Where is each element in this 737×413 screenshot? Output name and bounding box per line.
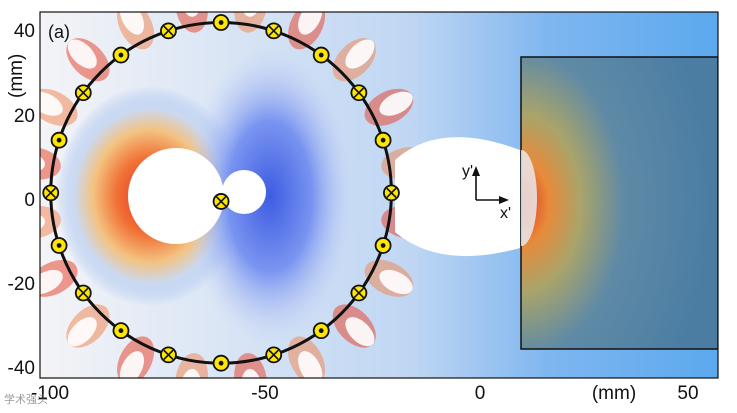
field-lobe-null [119, 351, 145, 378]
current-out-marker [312, 322, 330, 340]
current-in-marker [160, 22, 177, 40]
current-in-marker [74, 284, 92, 302]
current-out-marker [112, 46, 130, 64]
current-out-marker [374, 131, 392, 149]
field-lobe-null [40, 269, 63, 295]
x-unit-label: (mm) [592, 383, 636, 404]
y-tick-label: 20 [14, 106, 35, 127]
interior-null-small [222, 170, 266, 214]
current-in-marker [350, 84, 368, 102]
current-in-marker [265, 346, 283, 364]
field-lobe [40, 147, 61, 180]
interior-cold-region [185, 46, 355, 346]
current-in-marker [212, 193, 230, 210]
current-out-marker [50, 131, 68, 149]
field-lobe-null [379, 269, 413, 295]
field-lobe [234, 12, 267, 33]
field-lobe-null [345, 39, 375, 69]
field-lobe-null [298, 351, 323, 378]
local-axes: y' x' [462, 163, 511, 222]
field-lobe-null [40, 91, 63, 116]
field-lobe-null [67, 39, 97, 69]
local-x-label: x' [500, 205, 511, 222]
y-tick-label: 40 [14, 21, 35, 42]
field-lobe-null [379, 91, 413, 116]
interior-null-left [128, 148, 224, 244]
field-lobe [234, 353, 267, 378]
field-lobe [175, 353, 208, 378]
field-lobe [40, 205, 61, 239]
plot-frame [39, 11, 719, 379]
current-out-marker [212, 354, 230, 372]
x-axis: -100 -50 0 50 (mm) [31, 383, 699, 404]
y-unit-label: (mm) [6, 54, 27, 98]
current-out-marker [312, 46, 330, 64]
current-out-marker [212, 14, 230, 31]
current-in-marker [383, 184, 400, 202]
block-surface-null [521, 150, 537, 246]
x-tick-label: 0 [475, 383, 486, 404]
local-y-label: y' [462, 163, 473, 180]
panel-label: (a) [48, 22, 70, 42]
watermark-text: 学术强头 [4, 393, 48, 406]
x-tick-label: -50 [251, 383, 278, 404]
field-lobe-null [345, 317, 375, 347]
current-in-marker [74, 84, 92, 102]
field-lobe-null [119, 12, 145, 35]
y-tick-label: 0 [24, 190, 35, 211]
current-in-marker [265, 22, 283, 40]
x-tick-label: -100 [31, 383, 69, 404]
current-in-marker [160, 346, 177, 364]
field-lobe-null [67, 317, 97, 347]
conductor-markers [42, 14, 400, 372]
y-axis: 40 20 0 -20 -40 [8, 21, 35, 379]
y-tick-label: -40 [8, 358, 35, 379]
field-lobe-null [298, 12, 323, 35]
gap-null-region [395, 137, 520, 257]
current-in-marker [42, 184, 60, 202]
current-out-marker [112, 322, 130, 340]
current-out-marker [374, 237, 392, 254]
current-in-marker [350, 284, 368, 302]
current-out-marker [50, 237, 68, 254]
field-lobe [175, 12, 208, 33]
material-block [521, 57, 718, 349]
x-tick-label: 50 [677, 383, 698, 404]
field-map: y' x' [40, 12, 718, 378]
y-tick-label: -20 [8, 274, 35, 295]
outer-field-lobes [40, 12, 433, 378]
